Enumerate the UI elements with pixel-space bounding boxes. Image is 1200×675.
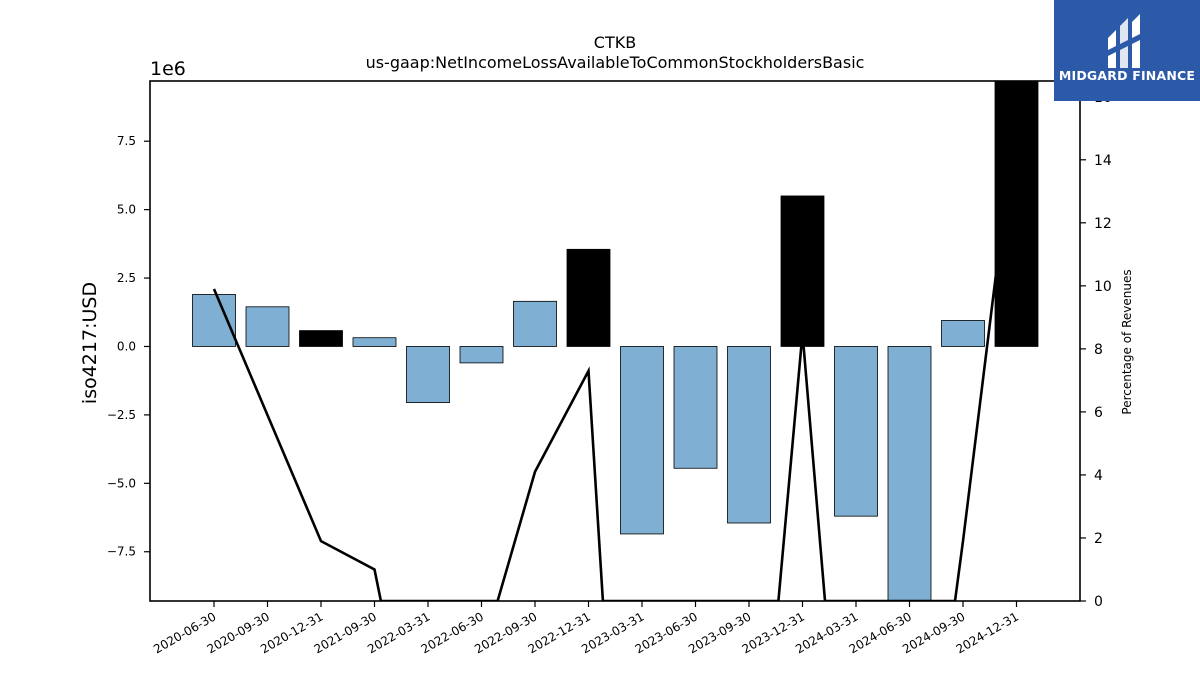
y2-axis-ticks: 0246810121416 xyxy=(1080,90,1112,610)
y-tick-label: 7.5 xyxy=(117,134,136,148)
y-tick-label: −5.0 xyxy=(107,476,136,490)
bar-2022-03-31 xyxy=(406,346,450,403)
bar-2023-12-31 xyxy=(780,195,825,347)
bar-2020-12-31 xyxy=(299,330,343,347)
y-axis-label: iso4217:USD xyxy=(79,282,101,404)
percentage-of-revenues-line xyxy=(212,238,1002,601)
x-axis-ticks: 2020-06-302020-09-302020-12-312021-09-30… xyxy=(151,601,1021,656)
chart-subtitle: us-gaap:NetIncomeLossAvailableToCommonSt… xyxy=(366,53,865,72)
y2-tick-label: 4 xyxy=(1094,468,1103,484)
y-tick-label: −2.5 xyxy=(107,408,136,422)
y2-tick-label: 8 xyxy=(1094,342,1103,358)
bar-2020-09-30 xyxy=(245,306,290,347)
bar-2024-06-30 xyxy=(887,346,932,602)
bar-2022-12-31 xyxy=(566,248,611,347)
y2-tick-label: 0 xyxy=(1094,594,1103,610)
bar-2020-06-30 xyxy=(192,294,236,347)
y2-tick-label: 12 xyxy=(1094,216,1112,232)
y2-tick-label: 2 xyxy=(1094,531,1103,547)
bar-2023-06-30 xyxy=(673,346,718,469)
y-tick-label: 5.0 xyxy=(117,203,136,217)
y2-tick-label: 6 xyxy=(1094,405,1103,421)
bar-2022-06-30 xyxy=(459,346,504,364)
bar-2023-09-30 xyxy=(727,346,771,524)
bar-2023-03-31 xyxy=(620,346,664,535)
brand-mark-icon xyxy=(1108,14,1140,68)
bar-2024-09-30 xyxy=(941,320,985,347)
chart-title: CTKB xyxy=(594,33,636,52)
bar-2022-09-30 xyxy=(513,300,557,347)
y-tick-label: −7.5 xyxy=(107,545,136,559)
y2-axis-label: Percentage of Revenues xyxy=(1120,269,1134,414)
y2-tick-label: 14 xyxy=(1094,153,1112,169)
y-tick-label: 2.5 xyxy=(117,271,136,285)
brand-name: MIDGARD FINANCE xyxy=(1058,68,1196,83)
plot-frame xyxy=(149,80,1081,602)
brand-logo: MIDGARD FINANCE xyxy=(1054,0,1200,101)
y-offset-label: 1e6 xyxy=(150,58,186,80)
bar-2024-12-31 xyxy=(994,80,1039,347)
bar-2021-09-30 xyxy=(352,337,397,347)
bars-group xyxy=(192,80,1039,602)
y-tick-label: 0.0 xyxy=(117,339,136,353)
y2-tick-label: 10 xyxy=(1094,279,1112,295)
y-axis-ticks: −7.5 −5.0 −2.5 0.0 2.5 5.0 7.5 xyxy=(107,134,150,559)
line-group xyxy=(212,238,1002,601)
bar-2024-03-31 xyxy=(834,346,878,517)
